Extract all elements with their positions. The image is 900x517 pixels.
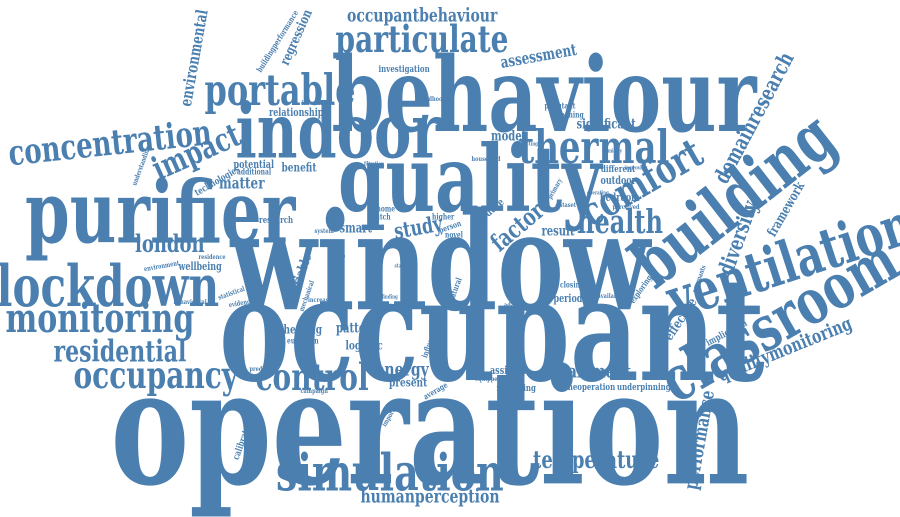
cloud-word-london: london	[135, 230, 205, 259]
cloud-word-period: period	[553, 291, 583, 305]
cloud-word-behavioural: behavioural	[173, 298, 207, 307]
cloud-word-perceived: perceived	[612, 203, 640, 212]
cloud-word-higher: higher	[432, 212, 455, 223]
cloud-word-temperature: temperature	[533, 446, 660, 475]
cloud-word-pollutant: pollutant	[544, 101, 576, 112]
cloud-word-residence: residence	[198, 253, 226, 262]
cloud-word-predicting: predicting	[249, 365, 279, 374]
cloud-word-system: system	[314, 227, 334, 236]
cloud-word-occupant: occupant	[219, 244, 765, 414]
cloud-word-affecting: affecting	[518, 139, 538, 147]
cloud-word-matter: matter	[219, 173, 265, 193]
cloud-word-operation: operation	[110, 333, 750, 517]
cloud-word-improving: improving	[624, 163, 648, 171]
cloud-word-additional: additional	[237, 167, 272, 178]
cloud-word-available: available	[597, 292, 623, 301]
cloud-word-result: result	[541, 224, 575, 240]
cloud-word-smart: smart	[339, 221, 373, 237]
cloud-word-home: home	[376, 204, 396, 215]
cloud-word-thermal: thermal	[518, 121, 670, 175]
cloud-word-household: household	[471, 155, 501, 164]
cloud-word-portable: portable	[204, 64, 356, 116]
cloud-word-window: window	[230, 182, 650, 342]
cloud-word-bedroom: bedroom	[600, 190, 640, 204]
cloud-word-increase: increase	[308, 296, 332, 305]
cloud-word-novel: novel	[445, 230, 463, 241]
cloud-word-behaviour: behaviour	[331, 35, 757, 156]
cloud-word-equipped: equipped	[475, 375, 501, 384]
cloud-word-purifier: purifier	[25, 162, 296, 264]
cloud-word-state: state	[394, 261, 406, 269]
cloud-word-campaign: campaign	[300, 387, 328, 396]
cloud-word-logistic: logistic	[345, 339, 383, 354]
cloud-word-european: european	[287, 336, 319, 347]
cloud-word-humanperception: humanperception	[360, 486, 500, 508]
cloud-word-operating: operating	[587, 188, 609, 196]
cloud-word-control: control	[255, 355, 369, 400]
cloud-word-outdoor: outdoor	[600, 173, 636, 187]
cloud-word-information: information	[301, 99, 335, 108]
cloud-word-closing: closing	[560, 280, 585, 291]
cloud-word-benefit: benefit	[281, 161, 317, 176]
cloud-word-finding: finding	[382, 292, 398, 300]
cloud-word-quality: quality	[338, 126, 602, 234]
cloud-word-health: health	[577, 201, 663, 241]
cloud-word-simulation: simulation	[276, 441, 504, 503]
cloud-word-heating: heating	[283, 323, 323, 338]
cloud-word-energy: energy	[375, 359, 429, 381]
cloud-word-apartment: apartment	[549, 361, 632, 383]
cloud-word-monitoring: monitoring	[5, 295, 195, 343]
cloud-word-present: present	[389, 376, 428, 391]
cloud-word-assisted: assisted	[490, 363, 527, 377]
cloud-word-significant: significant	[576, 117, 636, 133]
cloud-word-theoperation: theoperation	[564, 379, 616, 393]
cloud-word-occupancy: occupancy	[73, 353, 239, 398]
cloud-word-childhood: childhood	[418, 95, 446, 104]
cloud-word-relationship: relationship	[269, 105, 324, 119]
cloud-word-humidity: humidity	[602, 146, 623, 154]
cloud-word-model: model	[491, 129, 526, 145]
cloud-word-filtration: filtration	[364, 159, 384, 167]
cloud-word-lockdown: lockdown	[0, 253, 220, 320]
cloud-word-wellbeing: wellbeing	[178, 259, 222, 273]
cloud-word-pattern: pattern	[336, 321, 378, 337]
cloud-word-residential: residential	[53, 334, 187, 370]
cloud-word-indoor: indoor	[235, 87, 441, 177]
cloud-word-modelling: modelling	[496, 380, 536, 394]
cloud-word-occupantbehaviour: occupantbehaviour	[347, 5, 498, 27]
cloud-word-potential: potential	[233, 157, 275, 171]
cloud-word-opening: opening	[556, 110, 584, 121]
cloud-word-investigation: investigation	[378, 61, 430, 75]
cloud-word-dataset: dataset	[555, 201, 577, 210]
cloud-word-switch: switch	[369, 212, 391, 223]
cloud-word-particulate: particulate	[335, 17, 509, 62]
cloud-word-research: research	[259, 212, 294, 226]
cloud-word-analysis: analysis	[361, 239, 379, 247]
cloud-word-underpinning: underpinning	[617, 379, 671, 393]
cloud-word-different: different	[601, 161, 636, 175]
cloud-word-adaptive: adaptive	[504, 301, 528, 310]
